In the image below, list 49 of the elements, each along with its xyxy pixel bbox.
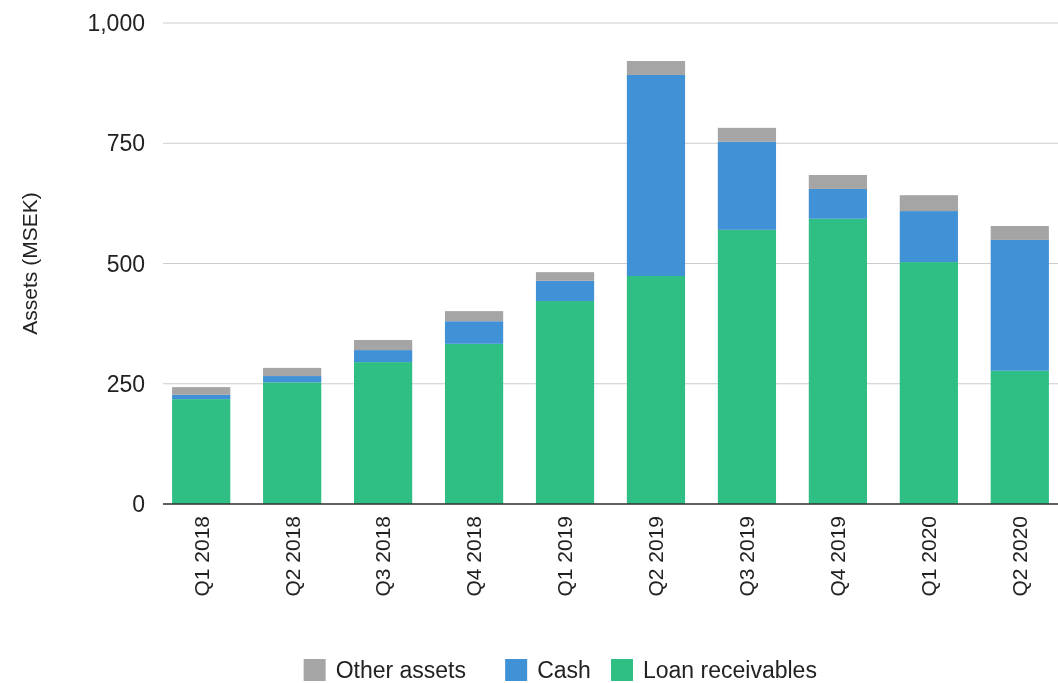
bar <box>172 394 231 400</box>
bar <box>626 61 686 75</box>
bar <box>172 399 231 504</box>
bar <box>444 343 504 504</box>
x-tick-label: Q3 2019 <box>735 516 759 597</box>
bar <box>899 262 958 504</box>
y-tick-label: 750 <box>106 130 145 157</box>
bar <box>263 382 322 504</box>
x-tick-label: Q4 2019 <box>826 516 850 597</box>
legend-label: Cash <box>537 657 591 683</box>
x-tick-label: Q1 2018 <box>189 516 213 597</box>
bar <box>172 387 231 395</box>
y-tick-label: 250 <box>106 370 145 397</box>
bar <box>626 276 686 504</box>
bar <box>717 229 777 504</box>
bar <box>990 239 1049 371</box>
bar <box>535 272 595 281</box>
x-tick-label: Q2 2019 <box>644 516 668 597</box>
y-tick-label: 0 <box>132 491 145 518</box>
x-tick-label: Q4 2018 <box>462 516 486 597</box>
bar <box>444 311 504 322</box>
bar <box>899 211 958 263</box>
bar <box>535 301 595 504</box>
bar <box>808 218 867 504</box>
legend-label: Other assets <box>335 657 467 683</box>
x-tick-label: Q2 2020 <box>1008 516 1032 597</box>
bar <box>990 225 1049 240</box>
bar <box>808 175 867 189</box>
bar <box>626 74 686 277</box>
bar <box>717 127 777 142</box>
x-tick-label: Q1 2019 <box>553 516 577 597</box>
x-tick-label: Q3 2018 <box>371 516 395 597</box>
bar <box>354 362 413 504</box>
y-tick-label: 1,000 <box>87 10 145 37</box>
bar <box>444 321 504 344</box>
bar <box>263 376 322 383</box>
x-tick-label: Q2 2018 <box>280 516 304 597</box>
bar <box>535 280 595 302</box>
bar <box>899 195 958 212</box>
bar <box>354 350 413 363</box>
bar <box>354 339 413 351</box>
y-axis-title: Assets (MSEK) <box>18 192 42 335</box>
legend-label: Loan receivables <box>643 657 817 683</box>
y-tick-label: 500 <box>106 250 145 277</box>
bar <box>808 188 867 219</box>
bar <box>717 141 777 230</box>
bar <box>990 370 1049 504</box>
x-tick-label: Q1 2020 <box>917 516 941 597</box>
bar <box>263 367 322 377</box>
